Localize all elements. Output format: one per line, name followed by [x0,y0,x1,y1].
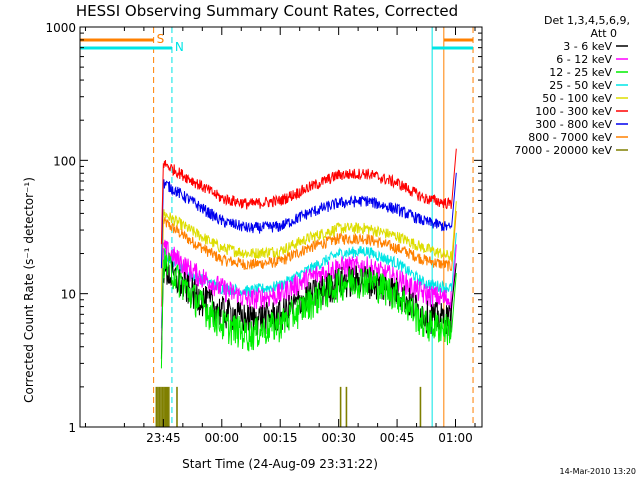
series-rise-5 [160,163,164,245]
axis-ticks: 23:45 00:00 00:15 00:30 00:45 01:00 1 10 100 1000 [45,21,482,445]
x-axis-label: Start Time (24-Aug-09 23:31:22) [182,457,378,471]
legend-entry-label: 800 - 7000 keV [528,131,612,144]
x-tick-label: 00:30 [321,431,356,445]
series-line-5 [162,148,457,210]
x-tick-label: 00:00 [204,431,239,445]
x-tick-label: 01:00 [438,431,473,445]
series-line-4 [162,201,457,262]
series-line-6 [162,172,457,234]
n-marker-label: N [175,40,184,54]
legend-entry-label: 12 - 25 keV [549,66,612,79]
legend-header-line2: Att 0 [591,27,617,40]
series-rise-2 [160,259,164,369]
legend-entry-label: 6 - 12 keV [556,53,612,66]
timestamp: 14-Mar-2010 13:20 [560,467,637,476]
series-line-7 [162,211,457,272]
y-tick-label: 10 [61,288,76,302]
legend-entry-label: 300 - 800 keV [535,118,612,131]
legend-header-line1: Det 1,3,4,5,6,9, [544,14,630,27]
s-marker-label: S [157,32,165,46]
legend-entry-label: 7000 - 20000 keV [514,144,612,157]
legend-entry-label: 100 - 300 keV [535,105,612,118]
x-tick-label: 00:45 [380,431,415,445]
x-tick-label: 00:15 [263,431,298,445]
y-axis-label: Corrected Count Rate (s⁻¹ detector⁻¹) [22,177,36,403]
chart-title: HESSI Observing Summary Count Rates, Cor… [76,2,458,20]
legend-entry-label: 50 - 100 keV [542,92,612,105]
series-line-1 [162,239,457,312]
plot-frame [79,26,483,428]
y-tick-label: 1 [68,421,76,435]
series-layer [155,148,457,427]
y-tick-label: 100 [53,154,76,168]
series-line-3 [162,232,457,299]
series-rise-4 [160,213,164,297]
x-tick-label: 23:45 [146,431,181,445]
series-line-2 [162,248,457,352]
legend-entry-label: 25 - 50 keV [549,79,612,92]
y-tick-label: 1000 [45,21,76,35]
legend-entry-label: 3 - 6 keV [563,40,612,53]
